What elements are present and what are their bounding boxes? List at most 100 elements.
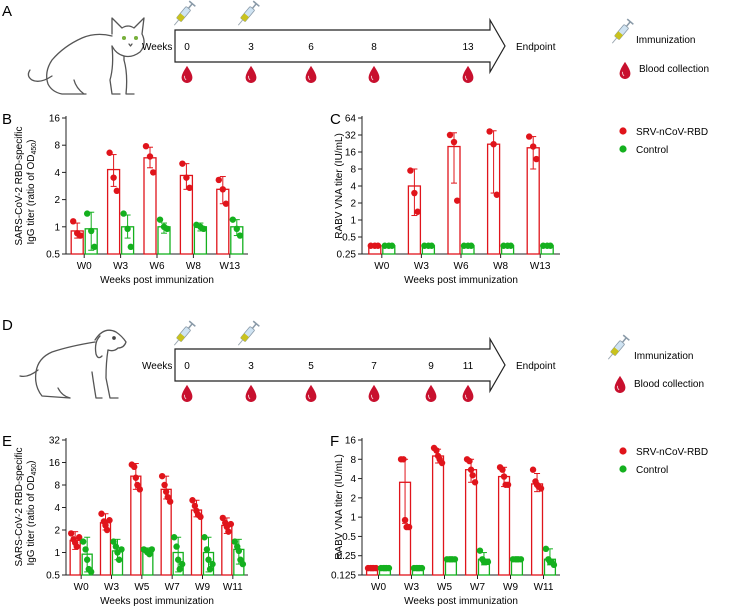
- blood-drop-legend-a: [619, 61, 631, 79]
- syringe-panel_d-1-needle: [237, 339, 244, 346]
- timeline-tick-panel_a-2: 6: [308, 42, 314, 53]
- x-tick-label-e-5: W11: [223, 582, 243, 593]
- syringe-panel_d-1-thumb: [252, 320, 260, 327]
- blood-collection-legend-icon-a: [619, 61, 631, 79]
- point-b-srv-2-0: [142, 142, 150, 150]
- point-e-control-1-3: [115, 556, 123, 563]
- timeline-tick-panel_a-0: 0: [184, 42, 190, 53]
- x-tick-label-b-2: W6: [150, 261, 165, 272]
- point-e-srv-3-2: [162, 488, 170, 495]
- point-b-control-0-0: [84, 210, 91, 217]
- weeks-label-a: Weeks: [142, 42, 172, 53]
- point-c-control-1-2: [428, 242, 435, 249]
- blood-drop-panel_d-2: [305, 384, 317, 402]
- point-e-srv-5-4: [227, 520, 235, 528]
- y-tick-label-c-4: 4: [350, 182, 356, 193]
- syringe-panel_a-1-needle: [237, 19, 244, 26]
- point-e-srv-4-4: [197, 513, 204, 521]
- bar-f-srv-4: [497, 475, 511, 576]
- point-f-control-1-4: [418, 564, 426, 572]
- point-b-srv-0-0: [70, 218, 77, 225]
- x-tick-label-c-3: W8: [493, 261, 508, 272]
- syringe-panel_a-0-plunger: [187, 3, 193, 9]
- blood-drop-panel_a-4: [462, 65, 474, 83]
- syringe-legend-a-thumb: [626, 18, 634, 25]
- syringe-panel_a-0-thumb: [188, 0, 196, 7]
- blood-drop-panel_a-4-shape: [462, 65, 474, 83]
- syringe-legend-d: [607, 334, 630, 360]
- point-b-srv-2-1: [146, 153, 154, 160]
- y-tick-label-b-5: 16: [49, 114, 61, 125]
- panel-letter-e: E: [2, 433, 12, 450]
- y-tick-label-b-2: 2: [54, 195, 60, 206]
- blood-drop-panel_a-3: [368, 65, 380, 83]
- point-e-srv-3-1: [161, 481, 168, 489]
- point-e-control-4-3: [206, 565, 214, 573]
- point-e-control-3-0: [170, 534, 178, 541]
- y-tick-label-c-8: 64: [345, 114, 357, 125]
- y-tick-label-f-4: 2: [350, 493, 356, 504]
- y-tick-label-b-1: 1: [54, 222, 60, 233]
- point-b-srv-1-2: [113, 187, 121, 195]
- y-axis-title-b: SARS-CoV-2 RBD-specificIgG titer (ratio …: [14, 127, 38, 246]
- y-axis-title-sub-e: 450: [31, 464, 38, 476]
- x-tick-label-f-3: W7: [470, 582, 485, 593]
- point-b-control-2-2: [164, 225, 171, 233]
- blood-drop-panel_a-3-shape: [368, 65, 380, 83]
- x-tick-label-e-4: W9: [195, 582, 210, 593]
- panel-a: A Weeks Endpoint 0 3 6 8 13 Immunization Blo…: [2, 0, 709, 95]
- syringe-legend-d-thumb: [622, 334, 630, 341]
- point-e-control-3-2: [174, 556, 182, 563]
- y-tick-label-b-0: 0.5: [46, 250, 60, 261]
- syringe-panel_a-1-plunger: [251, 3, 257, 9]
- point-e-srv-0-0: [67, 530, 75, 537]
- point-e-control-2-4: [148, 546, 156, 553]
- y-tick-label-f-3: 1: [350, 513, 356, 524]
- blood-drop-panel_d-1-shape: [245, 384, 257, 402]
- x-tick-label-b-1: W3: [113, 261, 128, 272]
- y-tick-label-e-1: 1: [54, 548, 60, 559]
- y-tick-label-c-7: 32: [345, 131, 357, 142]
- point-b-srv-2-2: [150, 169, 157, 176]
- x-tick-label-e-2: W5: [134, 582, 149, 593]
- point-b-control-3-2: [200, 225, 207, 233]
- syringes-d: [173, 320, 260, 346]
- syringe-panel_d-1-liquid: [240, 333, 249, 342]
- point-e-srv-2-2: [132, 474, 140, 481]
- blood-drop-panel_d-1: [245, 384, 257, 402]
- point-c-srv-3-0: [486, 128, 493, 135]
- blood-drop-panel_d-0: [181, 384, 193, 402]
- immunization-legend-icon-d: [607, 334, 630, 360]
- point-f-srv-2-1: [433, 447, 440, 454]
- point-f-srv-5-0: [529, 466, 537, 473]
- immunization-label-a: Immunization: [636, 35, 695, 46]
- point-e-srv-1-3: [103, 526, 111, 534]
- syringe-panel_a-0-liquid: [176, 13, 185, 22]
- y-axis-title-f: RABV VNA titer (IU/mL): [334, 454, 345, 560]
- timeline-arrow-a: [174, 17, 506, 75]
- x-tick-label-e-0: W0: [74, 582, 89, 593]
- y-tick-label-e-6: 32: [49, 436, 61, 447]
- y-axis-title-c: RABV VNA titer (IU/mL): [334, 133, 345, 239]
- blood-drop-panel_d-1-shine: [248, 394, 251, 400]
- x-axis-title-f: Weeks post immunization: [404, 596, 518, 607]
- point-e-srv-3-4: [166, 498, 174, 505]
- blood-drop-panel_a-0-shine: [184, 75, 187, 81]
- syringe-legend-a-plunger: [625, 21, 631, 27]
- y-tick-label-b-3: 4: [54, 168, 60, 179]
- point-f-srv-3-2: [467, 466, 475, 473]
- syringe-legend-d-plunger: [621, 337, 627, 343]
- blood-drop-panel_a-3-shine: [371, 75, 374, 81]
- point-f-srv-3-4: [471, 479, 479, 486]
- blood-drop-panel_d-0-shape: [181, 384, 193, 402]
- point-e-control-4-2: [205, 556, 212, 563]
- y-tick-label-f-2: 0.5: [342, 532, 356, 543]
- blood-drop-legend-d-shine: [617, 385, 620, 391]
- blood-drop-legend-d-shape: [614, 375, 626, 393]
- y-tick-label-f-0: 0.125: [331, 571, 356, 582]
- point-f-srv-1-2: [401, 516, 409, 524]
- panel-letter-a: A: [2, 3, 12, 20]
- legend-marker-srv-top: [619, 127, 627, 135]
